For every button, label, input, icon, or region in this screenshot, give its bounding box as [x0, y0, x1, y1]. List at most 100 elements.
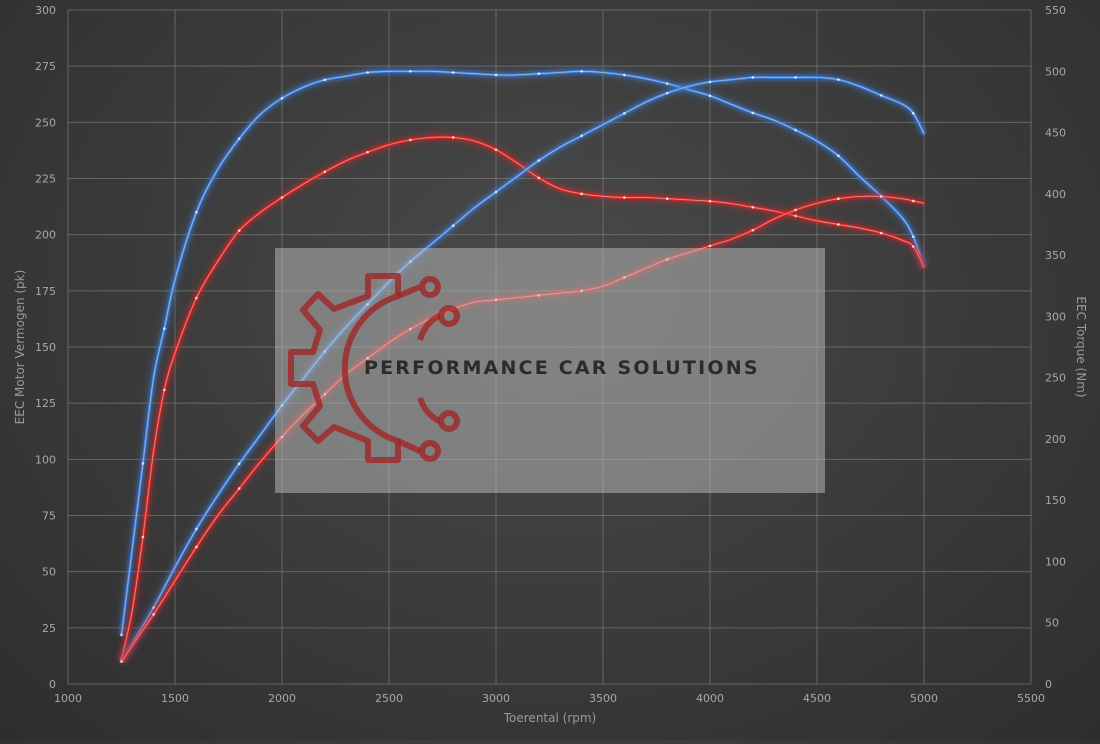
data-point [195, 527, 198, 531]
data-point [237, 137, 241, 140]
data-point [879, 231, 883, 235]
data-point [163, 327, 166, 330]
y-right-tick-label: 250 [1045, 372, 1066, 385]
y-left-tick-label: 150 [35, 341, 56, 354]
data-point [580, 192, 583, 196]
y-left-tick-label: 200 [35, 229, 56, 242]
data-point [794, 128, 797, 132]
x-tick-label: 4000 [696, 692, 724, 705]
data-point [794, 208, 797, 212]
data-point [794, 214, 797, 218]
data-point [623, 196, 626, 199]
data-point [837, 78, 840, 81]
x-tick-label: 5000 [910, 692, 938, 705]
data-point [665, 82, 669, 85]
data-point [665, 91, 669, 95]
y-left-tick-label: 275 [35, 60, 56, 73]
y-left-tick-label: 250 [35, 116, 56, 129]
data-point [451, 224, 455, 227]
y-right-axis-title: EEC Torque (Nm) [1074, 296, 1088, 397]
data-point [195, 545, 198, 549]
data-point [751, 111, 755, 115]
data-point [163, 388, 166, 392]
x-tick-label: 4500 [803, 692, 831, 705]
data-point [494, 148, 498, 152]
y-left-tick-label: 125 [35, 397, 56, 410]
x-tick-label: 3000 [482, 692, 510, 705]
data-point [494, 190, 498, 194]
data-point [623, 73, 626, 77]
series-line [120, 75, 926, 663]
data-point [751, 228, 755, 232]
data-point [195, 210, 198, 214]
data-point [708, 94, 712, 98]
y-left-tick-label: 50 [42, 566, 56, 579]
data-point [879, 94, 883, 97]
data-point [141, 462, 145, 465]
y-left-tick-label: 175 [35, 285, 56, 298]
y-right-tick-label: 150 [1045, 494, 1066, 507]
data-point [837, 197, 840, 201]
x-tick-label: 1000 [54, 692, 82, 705]
x-tick-label: 1500 [161, 692, 189, 705]
y-left-tick-label: 225 [35, 173, 56, 186]
data-point [120, 633, 123, 637]
data-point [912, 199, 915, 203]
data-point [580, 69, 583, 73]
data-point [912, 235, 915, 239]
data-point [141, 535, 145, 539]
watermark-logo: PERFORMANCE CAR SOLUTIONS [275, 248, 825, 493]
y-right-tick-label: 100 [1045, 555, 1066, 568]
y-right-tick-label: 400 [1045, 188, 1066, 201]
axis-ticks: 1000 1500 2000 2500 3000 3500 4000 4500 5000 5500… [35, 4, 1066, 705]
x-tick-label: 3500 [589, 692, 617, 705]
data-point [879, 195, 883, 198]
data-point [623, 112, 626, 115]
data-point [537, 72, 541, 76]
data-point [537, 159, 541, 162]
data-point [195, 296, 198, 300]
x-tick-label: 2000 [268, 692, 296, 705]
series-3 [118, 73, 928, 664]
data-point [152, 613, 155, 616]
x-axis-title: Toerental (rpm) [503, 711, 596, 725]
x-tick-label: 2500 [375, 692, 403, 705]
data-point [409, 69, 412, 73]
data-point [494, 73, 498, 77]
data-point [794, 76, 797, 79]
y-right-tick-label: 200 [1045, 433, 1066, 446]
y-right-tick-label: 450 [1045, 127, 1066, 140]
data-point [280, 96, 284, 100]
y-right-tick-label: 300 [1045, 310, 1066, 323]
y-left-tick-label: 100 [35, 453, 56, 466]
data-point [708, 199, 712, 203]
data-point [237, 462, 241, 466]
y-left-tick-label: 25 [42, 622, 56, 635]
data-point [580, 134, 583, 138]
data-point [837, 154, 840, 158]
data-point [237, 487, 241, 490]
data-point [366, 150, 369, 154]
brand-name: PERFORMANCE CAR SOLUTIONS [364, 357, 760, 379]
y-right-tick-label: 50 [1045, 617, 1059, 630]
data-point [837, 223, 840, 226]
y-right-tick-label: 0 [1045, 678, 1052, 691]
data-point [451, 136, 455, 139]
y-right-tick-label: 500 [1045, 65, 1066, 78]
data-point [665, 197, 669, 201]
data-point [708, 80, 712, 84]
y-right-tick-label: 350 [1045, 249, 1066, 262]
gear-circuit-icon [288, 273, 460, 463]
data-point [751, 205, 755, 209]
data-point [451, 71, 455, 74]
data-point [912, 112, 915, 115]
data-point [366, 71, 369, 74]
y-left-axis-title: EEC Motor Vermogen (pk) [13, 270, 27, 425]
data-point [323, 78, 327, 82]
data-point [280, 196, 284, 199]
data-point [409, 138, 412, 142]
y-right-tick-label: 550 [1045, 4, 1066, 17]
series-1 [118, 67, 928, 637]
